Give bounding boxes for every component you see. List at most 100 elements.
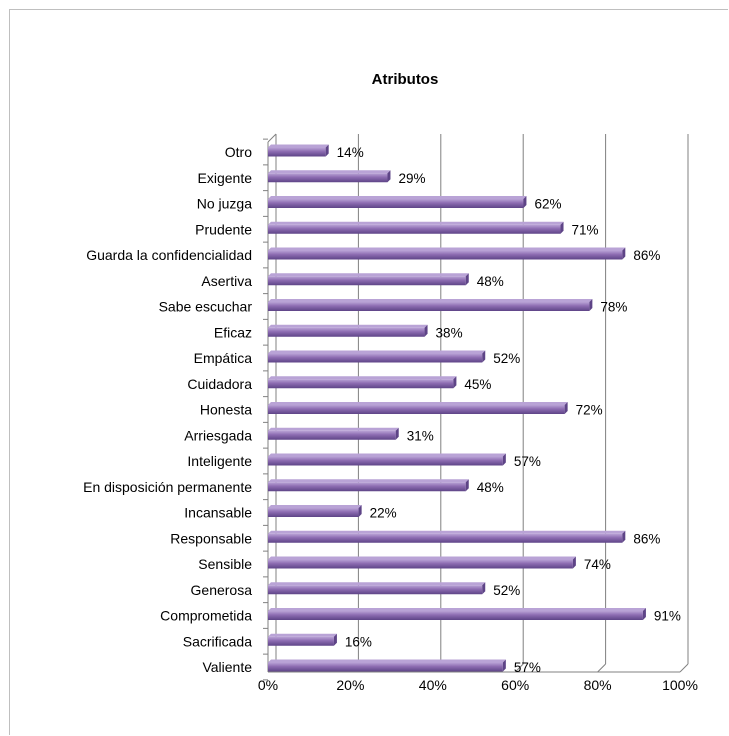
- x-tick-label: 60%: [501, 677, 529, 693]
- bar-top: [268, 633, 337, 637]
- category-label: Eficaz: [214, 324, 252, 340]
- data-label: 71%: [572, 222, 599, 237]
- bar: [268, 196, 527, 208]
- category-label: Sacrificada: [183, 633, 252, 649]
- bar-end: [502, 453, 506, 466]
- bar-face: [268, 302, 590, 311]
- bar-face: [268, 224, 561, 234]
- data-label: 52%: [493, 351, 520, 366]
- bar: [268, 505, 362, 517]
- x-axis-ticks: 0% 20% 40% 60% 80% 100%: [258, 677, 698, 693]
- category-label: Incansable: [184, 505, 252, 521]
- bar-face: [268, 405, 565, 414]
- category-label: Sensible: [198, 556, 252, 572]
- bar-top: [268, 479, 469, 483]
- bar-end: [642, 608, 646, 620]
- bar-top: [268, 453, 506, 457]
- bar-end: [482, 582, 486, 595]
- data-label: 31%: [407, 428, 434, 443]
- x-tick-label: 0%: [258, 677, 278, 693]
- bar-top: [268, 273, 469, 277]
- data-label: 86%: [633, 248, 660, 263]
- bar-top: [268, 221, 564, 225]
- bar-end: [523, 196, 527, 208]
- category-label: Responsable: [170, 530, 252, 546]
- data-label: 14%: [337, 145, 364, 160]
- category-label: Sabe escuchar: [159, 299, 253, 315]
- data-label: 52%: [493, 583, 520, 598]
- bar: [268, 350, 486, 363]
- bar-end: [333, 633, 337, 646]
- category-label: No juzga: [197, 196, 252, 212]
- category-label: Asertiva: [201, 273, 252, 289]
- category-label: Prudente: [195, 221, 252, 237]
- bar: [268, 170, 391, 183]
- data-label: 74%: [584, 557, 611, 572]
- bar-face: [268, 559, 573, 569]
- category-label: Empática: [194, 350, 253, 366]
- bar-end: [502, 659, 506, 672]
- data-label: 48%: [477, 480, 504, 495]
- bar-end: [453, 376, 457, 389]
- category-label: En disposición permanente: [83, 479, 252, 495]
- data-label: 38%: [436, 325, 463, 340]
- bar-top: [268, 556, 576, 560]
- bar-top: [268, 247, 626, 251]
- data-label: 57%: [514, 660, 541, 675]
- bar-top: [268, 427, 399, 431]
- bar-face: [268, 353, 483, 363]
- bar-face: [268, 636, 334, 646]
- bar-top: [268, 196, 527, 199]
- category-label: Otro: [225, 144, 252, 160]
- category-label: Guarda la confidencialidad: [86, 247, 252, 263]
- category-label: Exigente: [198, 170, 253, 186]
- bar-end: [424, 324, 428, 337]
- bar-end: [325, 144, 329, 157]
- bar-face: [268, 585, 483, 595]
- bar-end: [358, 505, 362, 517]
- bar: [268, 427, 399, 440]
- bar-top: [268, 608, 646, 611]
- data-label: 86%: [633, 531, 660, 546]
- bar-end: [622, 247, 626, 260]
- category-label: Cuidadora: [187, 376, 252, 392]
- bar-face: [268, 276, 466, 286]
- category-label: Generosa: [191, 582, 253, 598]
- data-label: 72%: [576, 403, 603, 418]
- floor-gridline: [514, 663, 524, 673]
- bars: [268, 144, 646, 672]
- data-label: 45%: [464, 377, 491, 392]
- bar-end: [572, 556, 576, 569]
- bar-end: [395, 427, 399, 440]
- y-axis-top: [267, 133, 277, 143]
- bar-end: [482, 350, 486, 363]
- chart-title: Atributos: [372, 71, 439, 88]
- data-label: 57%: [514, 454, 541, 469]
- data-label: 22%: [370, 506, 397, 521]
- data-labels: 14%29%62%71%86%48%78%38%52%45%72%31%57%4…: [337, 145, 681, 675]
- bar: [268, 659, 506, 672]
- bar-end: [465, 273, 469, 286]
- bar-top: [268, 376, 457, 380]
- data-label: 16%: [345, 634, 372, 649]
- category-label: Comprometida: [160, 608, 252, 624]
- bar: [268, 479, 469, 492]
- bar-face: [268, 508, 359, 517]
- category-label: Arriesgada: [184, 427, 252, 443]
- bar: [268, 633, 337, 646]
- bar-face: [268, 147, 326, 157]
- bar: [268, 556, 576, 569]
- bar-top: [268, 144, 329, 148]
- bar-top: [268, 530, 626, 534]
- x-tick-label: 100%: [662, 677, 698, 693]
- bar: [268, 247, 626, 260]
- bar-end: [387, 170, 391, 183]
- bar-face: [268, 482, 466, 492]
- floor-gridline: [597, 663, 606, 673]
- bar: [268, 221, 564, 234]
- bar: [268, 299, 593, 311]
- data-label: 29%: [398, 171, 425, 186]
- bar-top: [268, 170, 391, 174]
- data-label: 62%: [534, 197, 561, 212]
